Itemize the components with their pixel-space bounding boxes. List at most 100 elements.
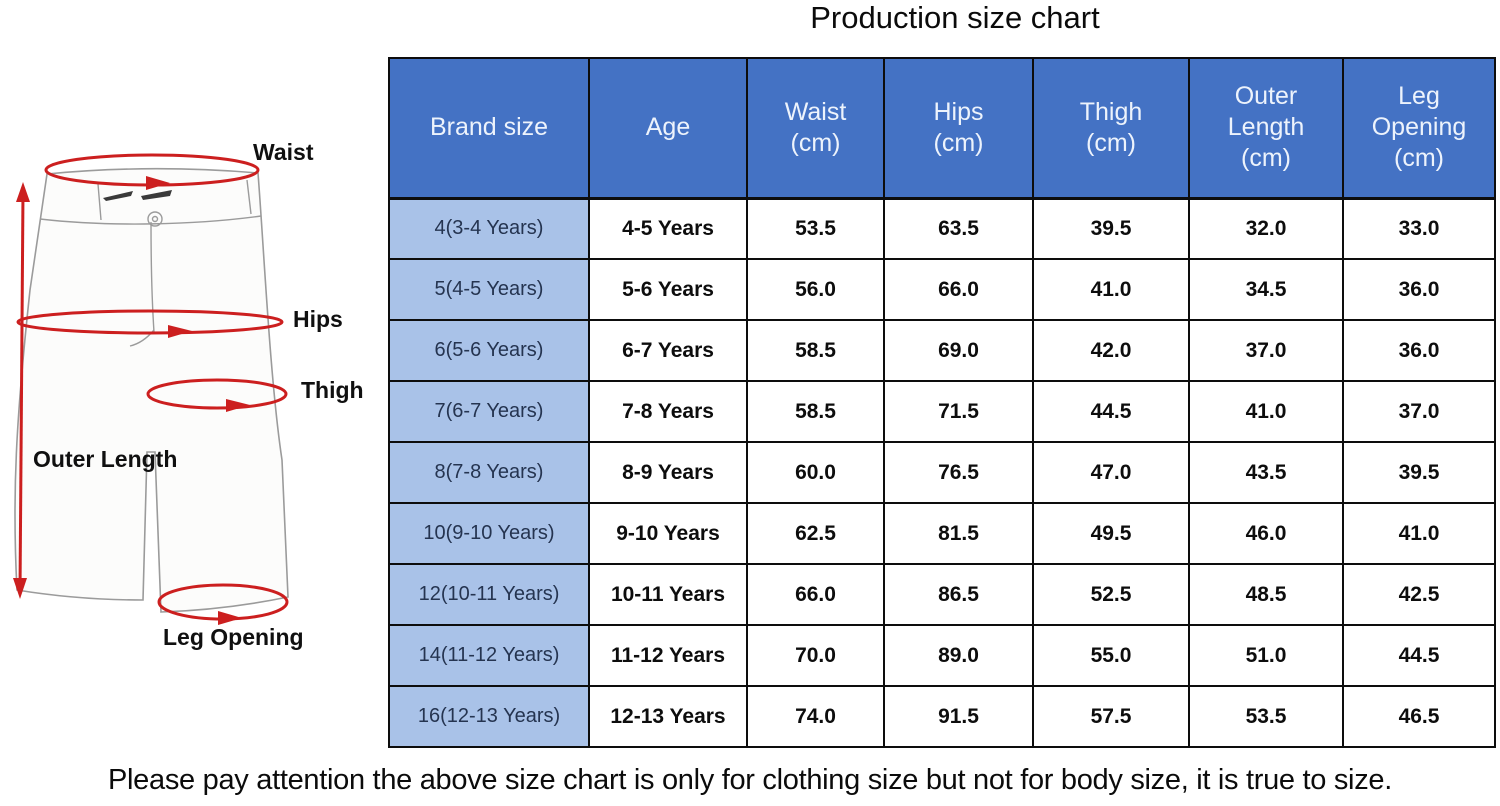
thigh-cell: 42.0 <box>1032 319 1190 382</box>
hips-arrowhead-icon <box>168 325 192 338</box>
leg-opening-cell: 42.5 <box>1342 563 1496 626</box>
leg-opening-cell: 44.5 <box>1342 624 1496 687</box>
brand-size-cell: 5(4-5 Years) <box>388 258 590 321</box>
outer-length-cell: 41.0 <box>1188 380 1344 443</box>
age-cell: 6-7 Years <box>588 319 748 382</box>
brand-size-cell: 6(5-6 Years) <box>388 319 590 382</box>
table-row: 12(10-11 Years) 10-11 Years 66.0 86.5 52.5 48… <box>388 563 1496 626</box>
thigh-label: Thigh <box>301 377 364 403</box>
brand-size-cell: 8(7-8 Years) <box>388 441 590 504</box>
outer-length-cell: 37.0 <box>1188 319 1344 382</box>
outer-length-label: Outer Length <box>33 446 178 472</box>
table-row: 8(7-8 Years) 8-9 Years 60.0 76.5 47.0 43.5 39.… <box>388 441 1496 504</box>
outer-length-cell: 43.5 <box>1188 441 1344 504</box>
col-header-thigh: Thigh (cm) <box>1032 57 1190 200</box>
hips-cell: 71.5 <box>883 380 1034 443</box>
outer-length-cell: 51.0 <box>1188 624 1344 687</box>
waist-cell: 74.0 <box>746 685 885 748</box>
thigh-cell: 41.0 <box>1032 258 1190 321</box>
age-cell: 9-10 Years <box>588 502 748 565</box>
waist-cell: 60.0 <box>746 441 885 504</box>
hips-cell: 89.0 <box>883 624 1034 687</box>
shorts-sketch-illustration <box>13 153 289 625</box>
hips-cell: 91.5 <box>883 685 1034 748</box>
leg-opening-cell: 39.5 <box>1342 441 1496 504</box>
outer-length-up-arrowhead-icon <box>16 182 30 202</box>
age-cell: 8-9 Years <box>588 441 748 504</box>
measurement-arrowheads <box>13 176 250 625</box>
col-header-brand-size: Brand size <box>388 57 590 200</box>
brand-size-cell: 12(10-11 Years) <box>388 563 590 626</box>
waist-cell: 58.5 <box>746 380 885 443</box>
header-row: Brand size Age Waist (cm) Hips (cm) Thig… <box>388 57 1496 200</box>
thigh-arrowhead-icon <box>226 399 250 412</box>
waist-cell: 53.5 <box>746 197 885 260</box>
brand-size-cell: 16(12-13 Years) <box>388 685 590 748</box>
table-row: 5(4-5 Years) 5-6 Years 56.0 66.0 41.0 34.5 36.… <box>388 258 1496 321</box>
hips-cell: 81.5 <box>883 502 1034 565</box>
col-header-waist: Waist (cm) <box>746 57 885 200</box>
waist-arrowhead-icon <box>146 176 170 190</box>
outer-length-cell: 46.0 <box>1188 502 1344 565</box>
brand-size-cell: 7(6-7 Years) <box>388 380 590 443</box>
thigh-cell: 49.5 <box>1032 502 1190 565</box>
brand-size-cell: 4(3-4 Years) <box>388 197 590 260</box>
waist-cell: 62.5 <box>746 502 885 565</box>
outer-length-cell: 53.5 <box>1188 685 1344 748</box>
table-row: 4(3-4 Years) 4-5 Years 53.5 63.5 39.5 32.0 33.… <box>388 197 1496 260</box>
waist-cell: 66.0 <box>746 563 885 626</box>
col-header-outer-length: Outer Length (cm) <box>1188 57 1344 200</box>
table-row: 14(11-12 Years) 11-12 Years 70.0 89.0 55.0 51… <box>388 624 1496 687</box>
shorts-measurement-diagram: Waist Hips Thigh Outer Length Leg Openin… <box>0 0 390 760</box>
age-cell: 4-5 Years <box>588 197 748 260</box>
waist-cell: 56.0 <box>746 258 885 321</box>
table-row: 10(9-10 Years) 9-10 Years 62.5 81.5 49.5 46.0… <box>388 502 1496 565</box>
age-cell: 10-11 Years <box>588 563 748 626</box>
leg-opening-cell: 36.0 <box>1342 258 1496 321</box>
thigh-cell: 39.5 <box>1032 197 1190 260</box>
thigh-cell: 55.0 <box>1032 624 1190 687</box>
size-disclaimer-note: Please pay attention the above size char… <box>108 764 1392 796</box>
hips-label: Hips <box>293 306 343 332</box>
brand-size-cell: 14(11-12 Years) <box>388 624 590 687</box>
thigh-cell: 57.5 <box>1032 685 1190 748</box>
size-table-header: Brand size Age Waist (cm) Hips (cm) Thig… <box>388 57 1496 200</box>
thigh-cell: 52.5 <box>1032 563 1190 626</box>
col-header-leg-opening: Leg Opening (cm) <box>1342 57 1496 200</box>
size-table-body: 4(3-4 Years) 4-5 Years 53.5 63.5 39.5 32.0 33.… <box>388 197 1496 748</box>
table-row: 7(6-7 Years) 7-8 Years 58.5 71.5 44.5 41.0 37.… <box>388 380 1496 443</box>
hips-cell: 86.5 <box>883 563 1034 626</box>
table-row: 16(12-13 Years) 12-13 Years 74.0 91.5 57.5 53… <box>388 685 1496 748</box>
outer-length-cell: 34.5 <box>1188 258 1344 321</box>
leg-opening-cell: 46.5 <box>1342 685 1496 748</box>
leg-opening-cell: 33.0 <box>1342 197 1496 260</box>
thigh-measure-ellipse <box>146 378 288 410</box>
age-cell: 11-12 Years <box>588 624 748 687</box>
size-table: Brand size Age Waist (cm) Hips (cm) Thig… <box>388 57 1496 748</box>
hips-cell: 63.5 <box>883 197 1034 260</box>
table-row: 6(5-6 Years) 6-7 Years 58.5 69.0 42.0 37.0 36.… <box>388 319 1496 382</box>
leg-opening-label: Leg Opening <box>163 624 304 650</box>
leg-opening-cell: 41.0 <box>1342 502 1496 565</box>
brand-size-cell: 10(9-10 Years) <box>388 502 590 565</box>
age-cell: 12-13 Years <box>588 685 748 748</box>
waist-cell: 70.0 <box>746 624 885 687</box>
col-header-hips: Hips (cm) <box>883 57 1034 200</box>
hips-cell: 66.0 <box>883 258 1034 321</box>
leg-opening-cell: 37.0 <box>1342 380 1496 443</box>
waist-cell: 58.5 <box>746 319 885 382</box>
outer-length-down-arrowhead-icon <box>13 578 27 599</box>
page-title: Production size chart <box>810 0 1100 35</box>
age-cell: 5-6 Years <box>588 258 748 321</box>
outer-length-measure-line <box>18 191 25 593</box>
hips-cell: 69.0 <box>883 319 1034 382</box>
thigh-cell: 44.5 <box>1032 380 1190 443</box>
outer-length-cell: 48.5 <box>1188 563 1344 626</box>
thigh-cell: 47.0 <box>1032 441 1190 504</box>
col-header-age: Age <box>588 57 748 200</box>
leg-opening-cell: 36.0 <box>1342 319 1496 382</box>
shorts-seams <box>39 179 262 347</box>
leg-opening-arrowhead-icon <box>218 611 242 625</box>
age-cell: 7-8 Years <box>588 380 748 443</box>
